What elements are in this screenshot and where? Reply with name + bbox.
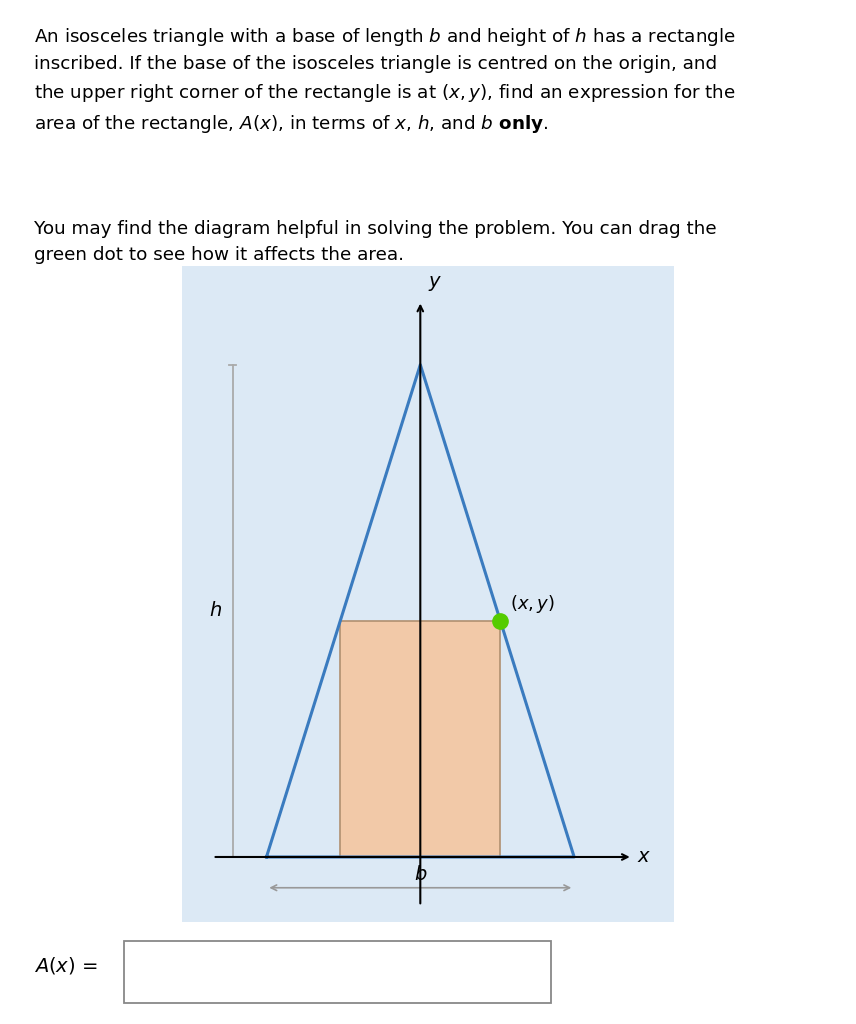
Polygon shape (266, 365, 574, 857)
Text: $(x, y)$: $(x, y)$ (509, 593, 555, 614)
Text: $h$: $h$ (209, 601, 222, 621)
FancyBboxPatch shape (124, 941, 551, 1004)
Polygon shape (341, 621, 500, 857)
Text: $y$: $y$ (428, 274, 443, 293)
Text: An isosceles triangle with a base of length $b$ and height of $h$ has a rectangl: An isosceles triangle with a base of len… (34, 26, 736, 135)
Text: $b$: $b$ (413, 865, 427, 884)
Text: $A(x)$ =: $A(x)$ = (33, 955, 98, 977)
Text: $x$: $x$ (637, 848, 651, 866)
Text: You may find the diagram helpful in solving the problem. You can drag the
green : You may find the diagram helpful in solv… (34, 220, 716, 264)
